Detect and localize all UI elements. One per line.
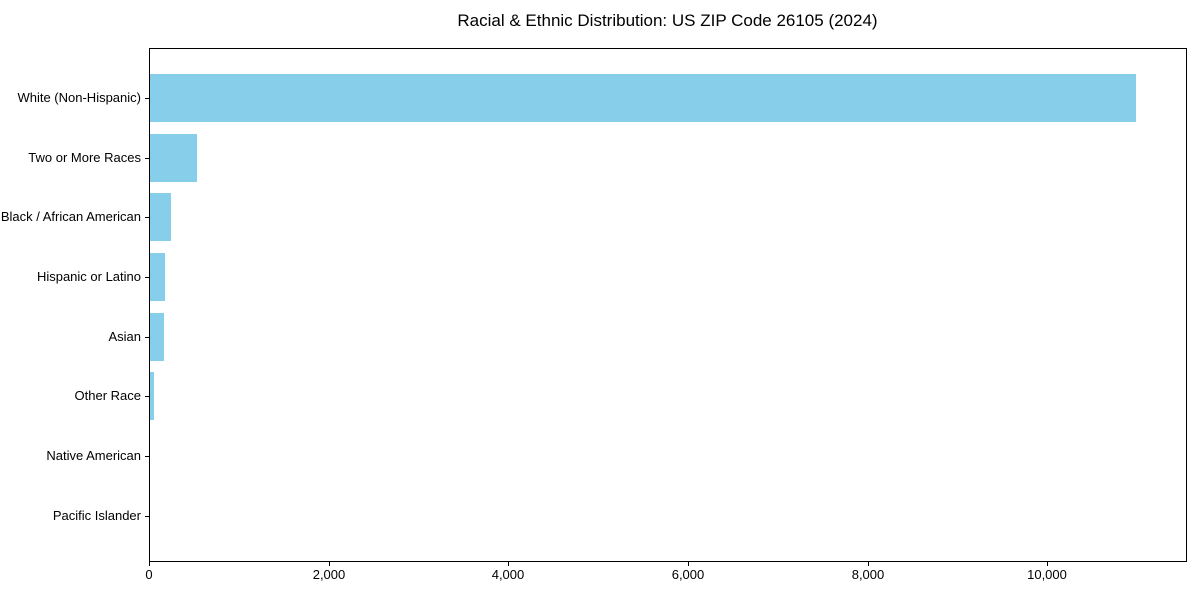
y-tick-mark	[145, 396, 149, 398]
y-tick-label: Pacific Islander	[52, 507, 141, 523]
bar-black-african-american	[150, 193, 171, 242]
x-tick-label: 10,000	[1027, 567, 1067, 582]
y-tick-mark	[145, 217, 149, 219]
y-tick-label: Hispanic or Latino	[36, 268, 141, 284]
y-tick-label: Two or More Races	[28, 149, 141, 165]
bar-asian	[150, 312, 164, 361]
bar-two-or-more-races	[150, 133, 197, 182]
y-tick-mark	[145, 157, 149, 159]
y-tick-label: Black / African American	[0, 209, 141, 225]
y-tick-label: White (Non-Hispanic)	[17, 90, 141, 105]
x-tick-label: 0	[145, 567, 153, 582]
x-tick-mark	[149, 562, 150, 566]
x-tick-label: 6,000	[671, 567, 705, 582]
x-tick-mark	[688, 562, 689, 566]
x-tick-label: 8,000	[851, 567, 885, 582]
y-tick-mark	[145, 515, 149, 517]
bar-other-race	[150, 372, 154, 421]
y-tick-label: Other Race	[74, 388, 141, 404]
y-tick-mark	[145, 98, 149, 99]
x-tick-mark	[329, 562, 330, 566]
x-tick-mark	[868, 562, 869, 566]
y-tick-mark	[145, 455, 149, 457]
x-tick-label: 2,000	[312, 567, 346, 582]
chart-title: Racial & Ethnic Distribution: US ZIP Cod…	[457, 11, 878, 30]
y-tick-mark	[145, 336, 149, 338]
y-tick-label: Asian	[108, 328, 141, 344]
x-tick-mark	[1047, 562, 1048, 566]
y-tick-mark	[145, 276, 149, 278]
bar-hispanic-or-latino	[150, 252, 165, 301]
x-tick-label: 4,000	[491, 567, 525, 582]
y-tick-label: Native American	[46, 447, 141, 463]
bar-white-non-hispanic	[150, 74, 1136, 122]
plot-area	[149, 48, 1187, 562]
x-tick-mark	[508, 562, 509, 566]
